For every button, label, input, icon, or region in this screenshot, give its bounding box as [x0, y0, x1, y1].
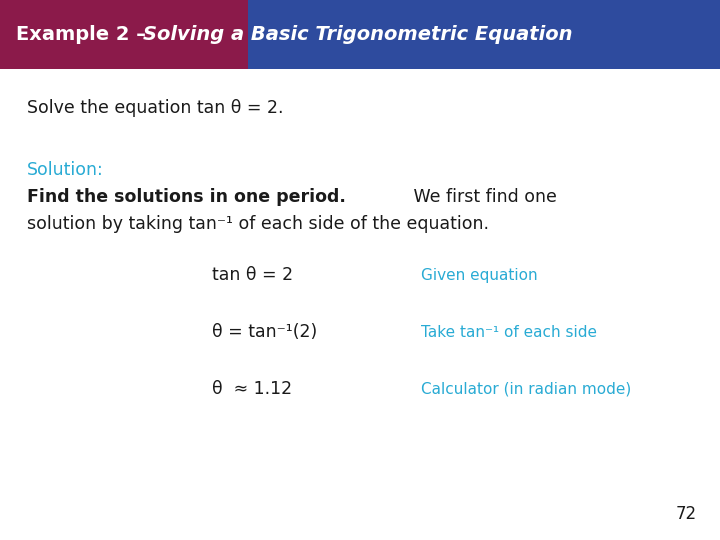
Text: Take tan⁻¹ of each side: Take tan⁻¹ of each side [421, 325, 597, 340]
Text: Example 2 –: Example 2 – [16, 25, 153, 44]
Text: Given equation: Given equation [421, 268, 538, 283]
Text: 72: 72 [676, 505, 697, 523]
Text: solution by taking tan⁻¹ of each side of the equation.: solution by taking tan⁻¹ of each side of… [27, 215, 490, 233]
Text: Solve the equation tan θ = 2.: Solve the equation tan θ = 2. [27, 99, 284, 117]
Text: Calculator (in radian mode): Calculator (in radian mode) [421, 381, 631, 396]
Text: tan θ = 2: tan θ = 2 [212, 266, 294, 285]
Text: Solution:: Solution: [27, 161, 104, 179]
Text: θ  ≈ 1.12: θ ≈ 1.12 [212, 380, 292, 398]
Text: Find the solutions in one period.: Find the solutions in one period. [27, 188, 346, 206]
Text: Solving a Basic Trigonometric Equation: Solving a Basic Trigonometric Equation [143, 25, 572, 44]
Text: We first find one: We first find one [408, 188, 557, 206]
Text: θ = tan⁻¹(2): θ = tan⁻¹(2) [212, 323, 318, 341]
Bar [0, 0, 248, 69]
Bar [248, 0, 720, 69]
